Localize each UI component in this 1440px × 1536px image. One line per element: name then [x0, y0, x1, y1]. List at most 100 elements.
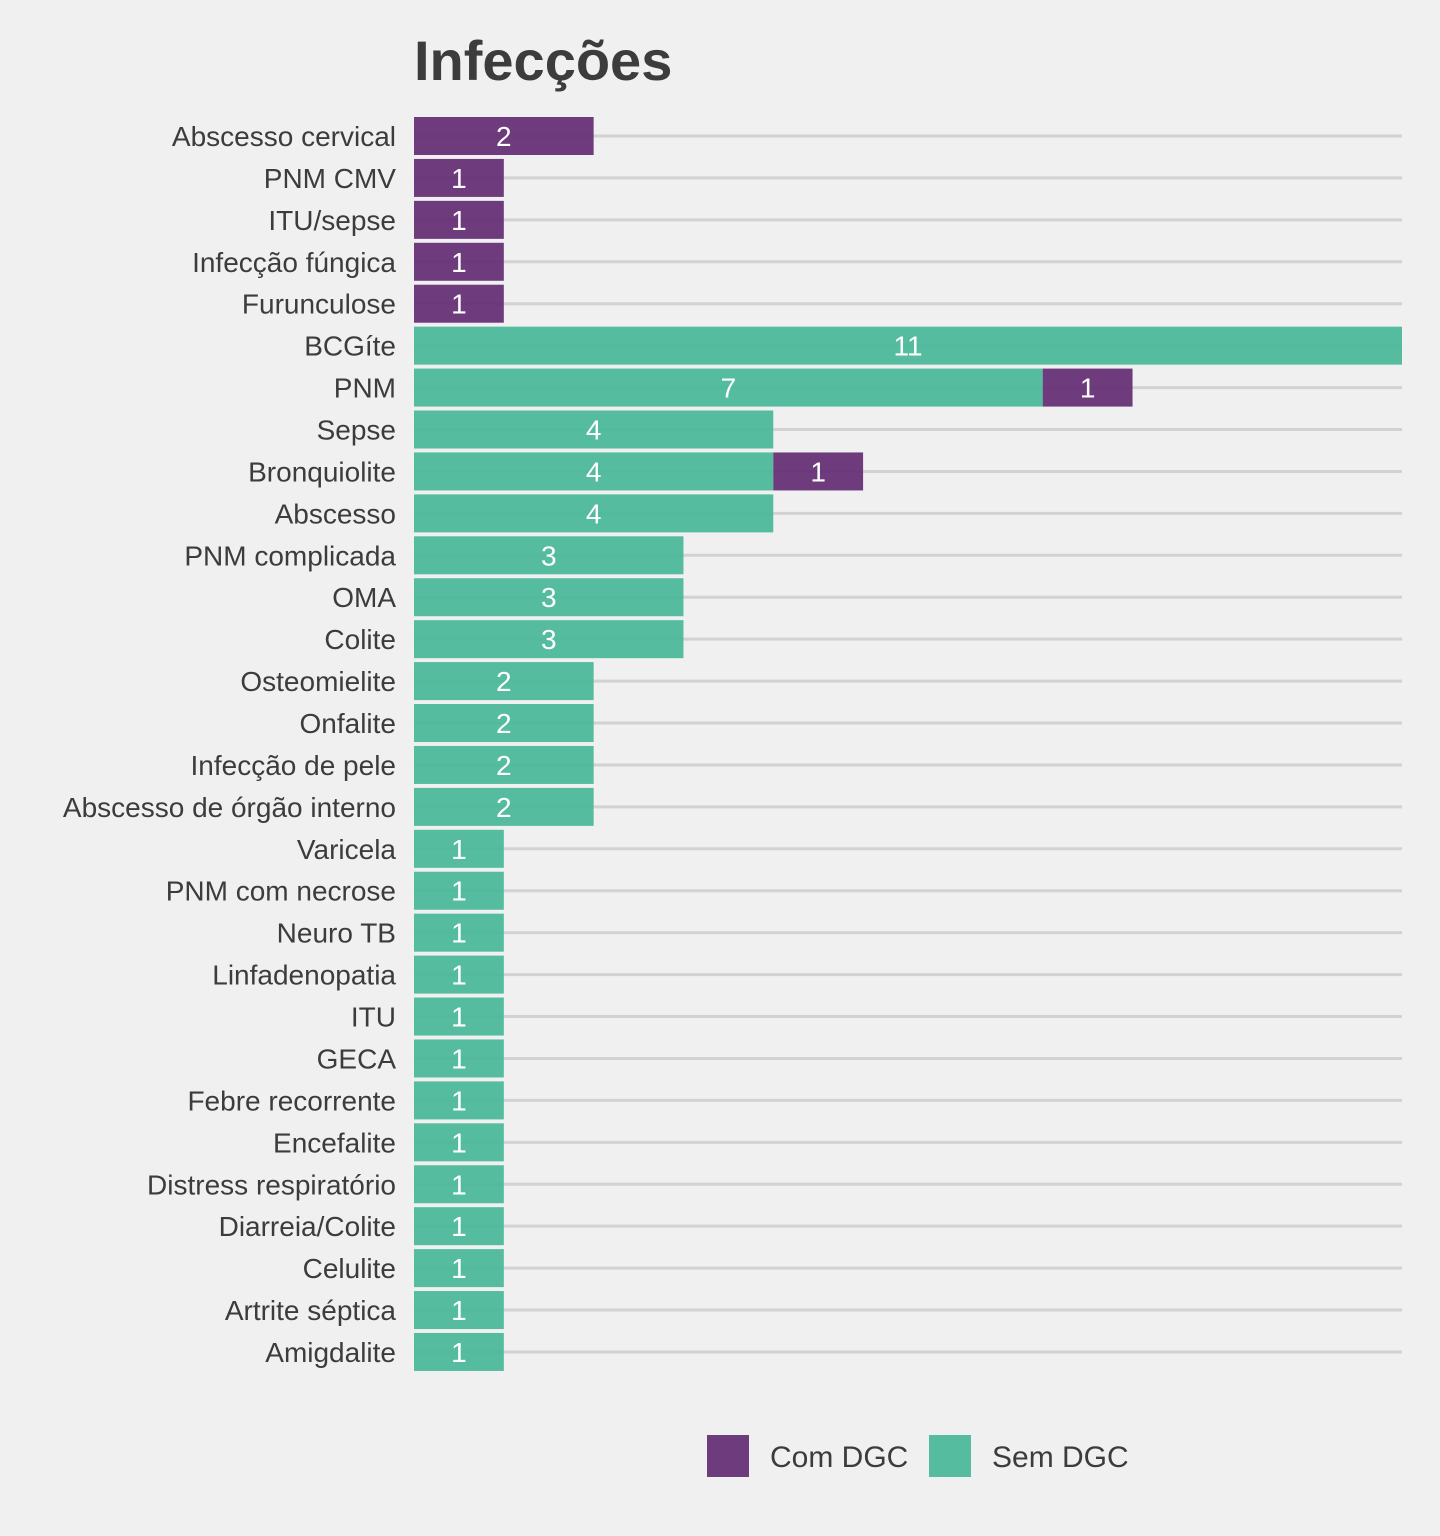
- category-label-pnm-complicada: PNM complicada: [184, 540, 396, 571]
- data-label-distress-respiratorio-sem-dgc: 1: [451, 1169, 467, 1200]
- category-label-osteomielite: Osteomielite: [240, 666, 396, 697]
- category-label-celulite: Celulite: [303, 1253, 396, 1284]
- bar-distress-respiratorio-sem-dgc: [414, 1165, 504, 1204]
- category-label-bronquiolite: Bronquiolite: [248, 456, 396, 487]
- category-label-febre-recorrente: Febre recorrente: [187, 1085, 396, 1116]
- gridlines: [414, 134, 1402, 1354]
- bar-encefalite-sem-dgc: [414, 1123, 504, 1162]
- data-label-infeccao-de-pele-sem-dgc: 2: [496, 750, 512, 781]
- category-label-furunculose: Furunculose: [242, 289, 396, 320]
- data-label-bcgite-sem-dgc: 11: [893, 331, 922, 362]
- bar-pnm-cmv-com-dgc: [414, 158, 504, 197]
- data-label-artrite-septica-sem-dgc: 1: [451, 1295, 467, 1326]
- bar-bronquiolite-sem-dgc: [414, 452, 774, 491]
- data-label-pnm-complicada-sem-dgc: 3: [541, 540, 557, 571]
- category-label-diarreia-colite: Diarreia/Colite: [219, 1211, 396, 1242]
- legend-label-com-dgc: Com DGC: [770, 1441, 908, 1474]
- legend-swatch-sem-dgc: [929, 1435, 971, 1477]
- data-label-bronquiolite-sem-dgc: 4: [586, 456, 602, 487]
- bar-infeccao-fungica-com-dgc: [414, 242, 504, 281]
- bar-artrite-septica-sem-dgc: [414, 1291, 504, 1330]
- bar-pnm-com-necrose-sem-dgc: [414, 871, 504, 910]
- data-label-itu-sepse-com-dgc: 1: [451, 205, 467, 236]
- category-label-abscesso-cervical: Abscesso cervical: [172, 121, 396, 152]
- category-label-sepse: Sepse: [317, 415, 396, 446]
- bar-infeccao-de-pele-sem-dgc: [414, 745, 594, 784]
- legend-swatch-com-dgc: [707, 1435, 749, 1477]
- data-label-abscesso-cervical-com-dgc: 2: [496, 121, 512, 152]
- category-label-varicela: Varicela: [297, 834, 397, 865]
- category-label-encefalite: Encefalite: [273, 1127, 396, 1158]
- category-label-linfadenopatia: Linfadenopatia: [212, 960, 396, 991]
- bars: [414, 117, 1402, 1371]
- data-label-amigdalite-sem-dgc: 1: [451, 1337, 467, 1368]
- bar-celulite-sem-dgc: [414, 1249, 504, 1288]
- bar-neuro-tb-sem-dgc: [414, 913, 504, 952]
- data-label-infeccao-fungica-com-dgc: 1: [451, 247, 467, 278]
- category-label-infeccao-fungica: Infecção fúngica: [192, 247, 396, 278]
- category-label-pnm: PNM: [334, 373, 396, 404]
- data-label-osteomielite-sem-dgc: 2: [496, 666, 512, 697]
- data-label-pnm-sem-dgc: 7: [721, 373, 737, 404]
- data-label-diarreia-colite-sem-dgc: 1: [451, 1211, 467, 1242]
- data-label-oma-sem-dgc: 3: [541, 582, 557, 613]
- data-label-colite-sem-dgc: 3: [541, 624, 557, 655]
- bar-geca-sem-dgc: [414, 1039, 504, 1078]
- data-label-febre-recorrente-sem-dgc: 1: [451, 1085, 467, 1116]
- bar-amigdalite-sem-dgc: [414, 1332, 504, 1371]
- category-label-distress-respiratorio: Distress respiratório: [147, 1169, 396, 1200]
- bar-oma-sem-dgc: [414, 578, 684, 617]
- bar-sepse-sem-dgc: [414, 410, 774, 449]
- bar-febre-recorrente-sem-dgc: [414, 1081, 504, 1120]
- category-label-itu: ITU: [351, 1002, 396, 1033]
- category-label-infeccao-de-pele: Infecção de pele: [191, 750, 397, 781]
- category-label-geca: GECA: [317, 1043, 397, 1074]
- bar-pnm-com-dgc: [1042, 368, 1133, 407]
- bar-onfalite-sem-dgc: [414, 704, 594, 743]
- bar-pnm-complicada-sem-dgc: [414, 536, 684, 575]
- bar-pnm-sem-dgc: [414, 368, 1043, 407]
- data-label-pnm-cmv-com-dgc: 1: [451, 163, 467, 194]
- bar-abscesso-de-orgao-interno-sem-dgc: [414, 787, 594, 826]
- category-label-itu-sepse: ITU/sepse: [268, 205, 396, 236]
- data-label-pnm-com-dgc: 1: [1080, 373, 1096, 404]
- bar-colite-sem-dgc: [414, 620, 684, 659]
- bar-linfadenopatia-sem-dgc: [414, 955, 504, 994]
- category-label-pnm-com-necrose: PNM com necrose: [166, 876, 396, 907]
- data-label-encefalite-sem-dgc: 1: [451, 1127, 467, 1158]
- legend: Com DGC Sem DGC: [707, 1435, 1129, 1477]
- bar-varicela-sem-dgc: [414, 829, 504, 868]
- bar-itu-sem-dgc: [414, 997, 504, 1036]
- data-label-abscesso-sem-dgc: 4: [586, 498, 602, 529]
- bar-abscesso-cervical-com-dgc: [414, 117, 594, 155]
- category-label-neuro-tb: Neuro TB: [277, 918, 396, 949]
- category-label-oma: OMA: [332, 582, 396, 613]
- category-label-abscesso: Abscesso: [275, 498, 396, 529]
- data-label-furunculose-com-dgc: 1: [451, 289, 467, 320]
- data-label-linfadenopatia-sem-dgc: 1: [451, 960, 467, 991]
- data-label-bronquiolite-com-dgc: 1: [810, 456, 826, 487]
- bar-osteomielite-sem-dgc: [414, 662, 594, 701]
- category-label-onfalite: Onfalite: [300, 708, 397, 739]
- bar-abscesso-sem-dgc: [414, 494, 774, 533]
- data-label-onfalite-sem-dgc: 2: [496, 708, 512, 739]
- chart-title: Infecções: [414, 29, 672, 92]
- data-label-sepse-sem-dgc: 4: [586, 415, 602, 446]
- category-label-artrite-septica: Artrite séptica: [225, 1295, 397, 1326]
- bar-diarreia-colite-sem-dgc: [414, 1207, 504, 1246]
- data-label-abscesso-de-orgao-interno-sem-dgc: 2: [496, 792, 512, 823]
- category-label-abscesso-de-orgao-interno: Abscesso de órgão interno: [63, 792, 396, 823]
- category-label-pnm-cmv: PNM CMV: [264, 163, 397, 194]
- bar-bronquiolite-com-dgc: [773, 452, 864, 491]
- category-label-bcgite: BCGíte: [304, 331, 396, 362]
- legend-label-sem-dgc: Sem DGC: [992, 1441, 1129, 1474]
- data-label-geca-sem-dgc: 1: [451, 1043, 467, 1074]
- bar-furunculose-com-dgc: [414, 284, 504, 323]
- data-label-pnm-com-necrose-sem-dgc: 1: [451, 876, 467, 907]
- bar-bcgite-sem-dgc: [414, 326, 1402, 365]
- data-label-varicela-sem-dgc: 1: [451, 834, 467, 865]
- category-labels: Abscesso cervical PNM CMV ITU/sepse Infecçã…: [63, 121, 397, 1368]
